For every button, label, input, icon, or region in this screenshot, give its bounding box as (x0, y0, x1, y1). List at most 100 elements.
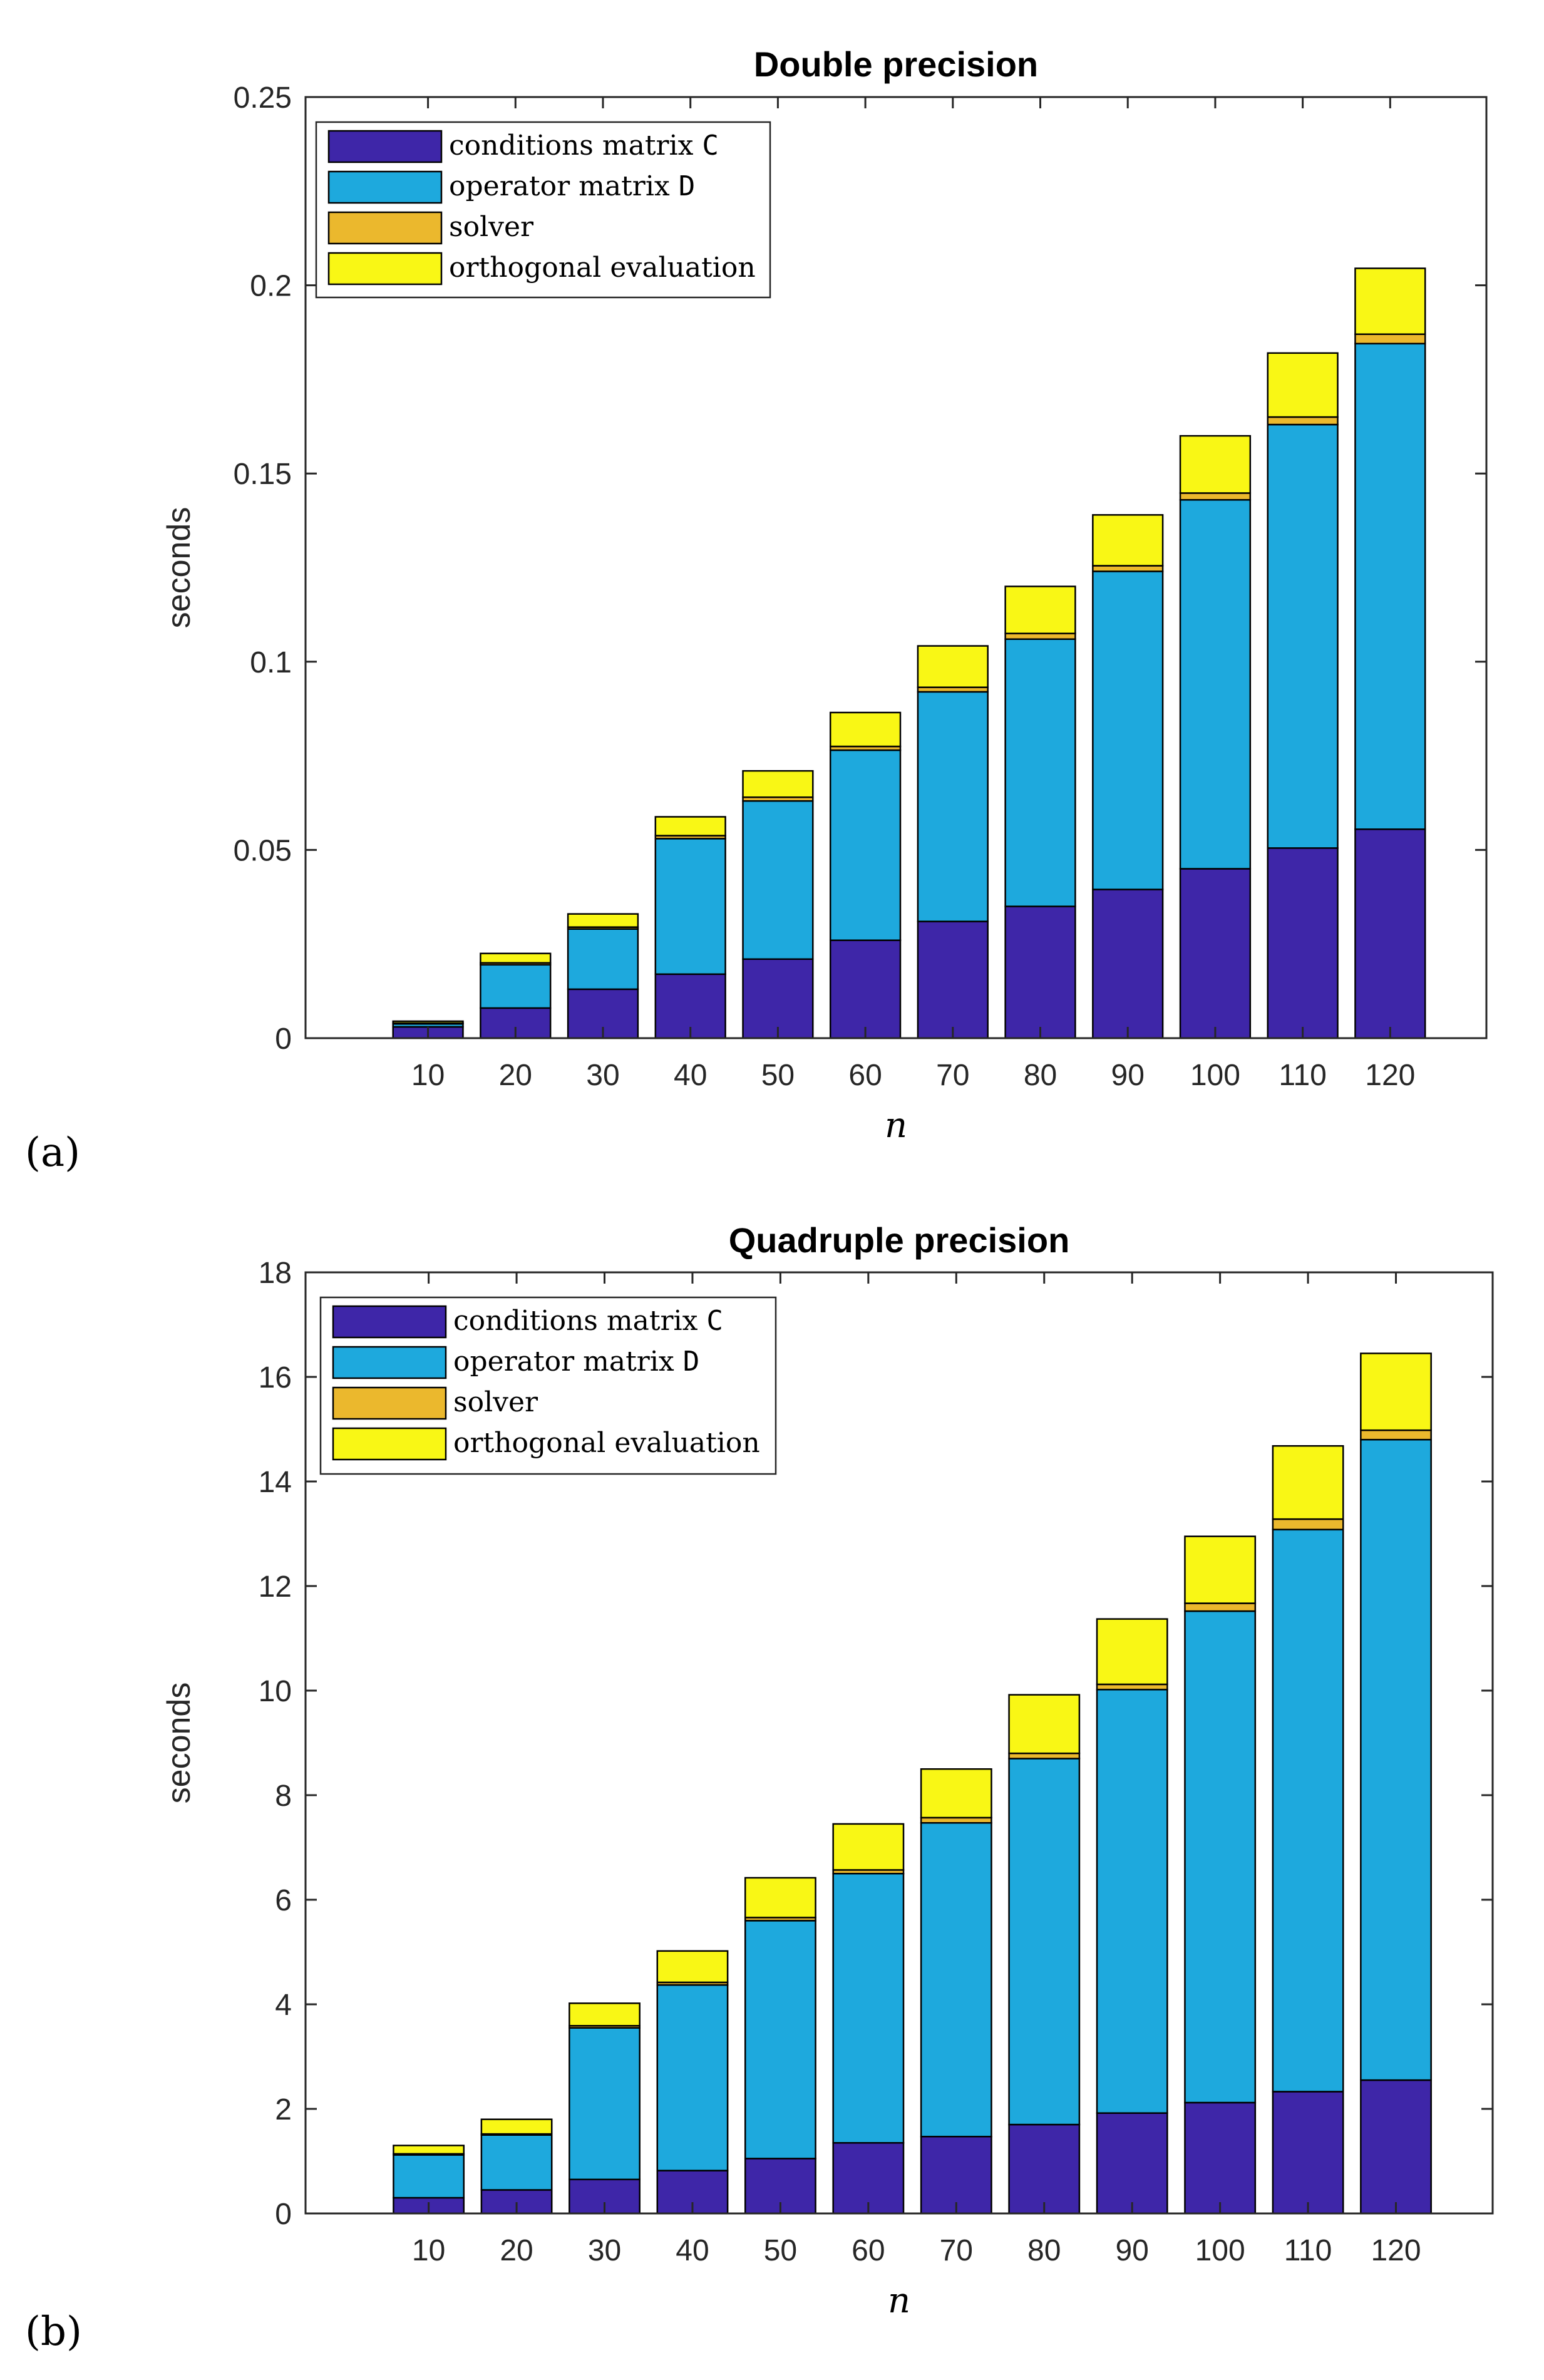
legend-label: conditions matrix C (453, 1305, 723, 1337)
y-tick-label: 18 (259, 1257, 292, 1290)
bar-segment-orthogonal-evaluation-20 (480, 952, 552, 964)
bar-segment-orthogonal-evaluation-80 (1004, 585, 1076, 634)
bar-segment-operator-matrix-60 (832, 1873, 905, 2144)
bar-segment-operator-matrix-70 (920, 1822, 992, 2138)
bar-segment-conditions-matrix-110 (1272, 2091, 1344, 2215)
bar-segment-operator-matrix-110 (1272, 1528, 1344, 2093)
bar-segment-solver-100 (1184, 1602, 1257, 1612)
bar-segment-orthogonal-evaluation-90 (1096, 1618, 1168, 1686)
y-tick-label: 0.2 (250, 270, 292, 303)
bar-segment-solver-90 (1092, 565, 1164, 572)
bar-segment-operator-matrix-90 (1092, 570, 1164, 890)
bar-segment-operator-matrix-50 (744, 1920, 816, 2160)
x-tick-label: 80 (1024, 1059, 1057, 1092)
y-tick-label: 0.1 (250, 646, 292, 679)
x-tick-label: 60 (848, 1059, 882, 1092)
bar-segment-operator-matrix-40 (656, 1984, 729, 2171)
bar-segment-orthogonal-evaluation-40 (656, 1950, 729, 1984)
x-tick-label: 50 (761, 1059, 795, 1092)
x-tick-label: 20 (500, 2234, 533, 2267)
legend-swatch-orthogonal-evaluation (327, 252, 443, 286)
y-tick-label: 2 (275, 2093, 292, 2126)
bar-segment-orthogonal-evaluation-60 (829, 711, 902, 748)
x-tick-label: 70 (940, 2234, 973, 2267)
bar-segment-orthogonal-evaluation-90 (1092, 514, 1164, 567)
bar-segment-conditions-matrix-70 (920, 2136, 992, 2215)
x-tick-label: 120 (1365, 1059, 1415, 1092)
legend-label: operator matrix D (453, 1346, 699, 1378)
bar-segment-orthogonal-evaluation-100 (1179, 435, 1252, 494)
y-tick-label: 4 (275, 1989, 292, 2022)
x-tick-label: 70 (936, 1059, 969, 1092)
bar-segment-conditions-matrix-80 (1004, 905, 1076, 1039)
bar-segment-solver-110 (1272, 1518, 1344, 1531)
bar-segment-conditions-matrix-110 (1267, 847, 1339, 1039)
bar-segment-solver-90 (1096, 1683, 1168, 1691)
legend-symbol: D (683, 1346, 700, 1378)
bar-segment-conditions-matrix-80 (1008, 2123, 1081, 2215)
bar-segment-solver-80 (1008, 1752, 1081, 1759)
bar-segment-operator-matrix-100 (1184, 1610, 1257, 2104)
x-tick-label: 10 (411, 1059, 445, 1092)
bar-segment-orthogonal-evaluation-40 (654, 816, 726, 837)
x-tick-label: 120 (1371, 2234, 1421, 2267)
bar-segment-operator-matrix-120 (1360, 1438, 1432, 2081)
bar-segment-orthogonal-evaluation-30 (569, 2002, 641, 2027)
bar-segment-operator-matrix-30 (569, 2027, 641, 2180)
x-tick-label: 50 (764, 2234, 797, 2267)
bar-segment-conditions-matrix-60 (832, 2142, 905, 2215)
bar-segment-orthogonal-evaluation-120 (1354, 267, 1426, 336)
legend-symbol: C (702, 130, 719, 162)
y-tick-label: 12 (259, 1570, 292, 1604)
bar-segment-conditions-matrix-120 (1354, 828, 1426, 1039)
bar-segment-orthogonal-evaluation-10 (393, 2145, 465, 2155)
plot-frame (304, 96, 1488, 1039)
bar-segment-orthogonal-evaluation-60 (832, 1823, 905, 1871)
bar-segment-operator-matrix-40 (654, 838, 726, 976)
legend-label: orthogonal evaluation (453, 1427, 760, 1459)
y-tick-label: 14 (259, 1466, 292, 1499)
bar-segment-solver-120 (1354, 333, 1426, 345)
bar-segment-operator-matrix-20 (480, 964, 552, 1009)
bar-segment-orthogonal-evaluation-50 (744, 1877, 816, 1919)
y-tick-label: 0 (275, 2198, 292, 2231)
bar-segment-operator-matrix-90 (1096, 1689, 1168, 2114)
legend-swatch-orthogonal-evaluation (332, 1427, 447, 1461)
bar-segment-orthogonal-evaluation-120 (1360, 1352, 1432, 1431)
bar-segment-orthogonal-evaluation-110 (1272, 1445, 1344, 1520)
legend-label: solver (449, 211, 534, 243)
panel-label: (a) (25, 1130, 80, 1176)
legend-label: operator matrix D (449, 170, 695, 202)
bar-segment-orthogonal-evaluation-50 (742, 770, 814, 798)
legend-swatch-operator-matrix (327, 170, 443, 204)
y-tick-label: 10 (259, 1675, 292, 1708)
bar-segment-orthogonal-evaluation-10 (392, 1020, 464, 1024)
legend-symbol: C (706, 1305, 723, 1337)
bar-segment-conditions-matrix-100 (1179, 868, 1252, 1039)
bar-segment-conditions-matrix-50 (742, 958, 814, 1039)
legend: conditions matrix C operator matrix D solver… (319, 1296, 777, 1475)
legend-label: orthogonal evaluation (449, 252, 756, 284)
legend-swatch-conditions-matrix (332, 1305, 447, 1339)
legend-swatch-operator-matrix (332, 1346, 447, 1379)
y-tick-label: 0.15 (234, 458, 292, 491)
bar-segment-conditions-matrix-120 (1360, 2079, 1432, 2215)
bar-segment-operator-matrix-110 (1267, 423, 1339, 849)
bar-segment-orthogonal-evaluation-80 (1008, 1694, 1081, 1754)
chart-title: Quadruple precision (729, 1220, 1070, 1260)
chart-quadruple-precision: (b) Quadruple precision 0 2 4 6 8 10 12 14 16 18 10 2… (25, 1220, 1494, 2355)
bar-segment-orthogonal-evaluation-70 (920, 1768, 992, 1819)
legend-symbol: D (679, 170, 696, 202)
legend: conditions matrix C operator matrix D solver… (315, 121, 771, 299)
x-tick-label: 90 (1111, 1059, 1145, 1092)
x-tick-label: 10 (412, 2234, 445, 2267)
x-tick-label: 100 (1190, 1059, 1240, 1092)
legend-swatch-solver (332, 1386, 447, 1420)
bar-segment-solver-100 (1179, 492, 1252, 501)
y-tick-label: 0.05 (234, 834, 292, 867)
y-tick-label: 6 (275, 1884, 292, 1917)
x-tick-label: 110 (1284, 2234, 1332, 2267)
bar-segment-operator-matrix-30 (567, 928, 639, 991)
bar-segment-conditions-matrix-70 (917, 920, 989, 1039)
legend-swatch-solver (327, 211, 443, 245)
